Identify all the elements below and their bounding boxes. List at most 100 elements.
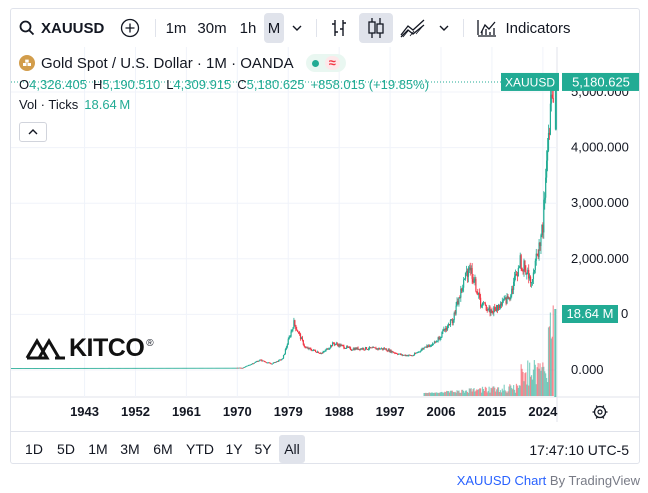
candle-body (185, 367, 187, 369)
candle-body (320, 352, 322, 354)
interval-1m[interactable]: 1m (165, 19, 187, 37)
high-value: 5,190.510 (102, 77, 161, 92)
candle-body (143, 367, 145, 369)
candle-body (161, 367, 163, 369)
symbol-search[interactable]: XAUUSD (19, 13, 104, 43)
range-all[interactable]: All (279, 435, 305, 463)
candle-body (365, 347, 368, 350)
candle-body (223, 367, 225, 369)
candle-body (494, 307, 496, 309)
candle-body (198, 367, 200, 369)
candle-body (442, 330, 444, 333)
interval-dropdown[interactable] (287, 13, 307, 43)
bar-style-button[interactable] (325, 13, 353, 43)
volume-bar (457, 391, 459, 396)
candle-body (196, 367, 198, 369)
candle-body (386, 350, 388, 352)
candle-body (55, 367, 57, 369)
candle-body (340, 344, 342, 347)
range-1y[interactable]: 1Y (225, 441, 243, 457)
candle-body (438, 337, 440, 340)
interval-month[interactable]: M (264, 13, 284, 43)
candle-body (473, 281, 475, 283)
candle-body (212, 367, 214, 369)
range-1d[interactable]: 1D (25, 441, 43, 457)
candle-body (310, 348, 312, 350)
candle-body (258, 360, 260, 362)
price-chart[interactable]: 5,000.0004,000.0003,000.0002,000.0000.00… (11, 9, 640, 464)
candle-body (274, 362, 276, 363)
candle-body (235, 367, 237, 369)
candle-body (392, 351, 394, 353)
candle-body (249, 364, 252, 366)
candle-body (219, 367, 221, 369)
volume-bar (450, 390, 452, 396)
volume-bar (445, 392, 447, 396)
add-compare-button[interactable] (115, 13, 145, 43)
range-1m[interactable]: 1M (88, 441, 108, 457)
volume-bar (434, 392, 436, 396)
candle-body (257, 361, 259, 362)
candle-body (471, 268, 473, 279)
candle-body (349, 347, 352, 350)
candle-body (425, 346, 427, 348)
volume-value: 18.64 M (84, 97, 131, 112)
candle-body (88, 367, 90, 369)
interval-30m[interactable]: 30m (197, 19, 227, 37)
range-ytd[interactable]: YTD (186, 441, 214, 457)
volume-axis-label: 0 (621, 306, 628, 321)
candle-body (449, 320, 452, 326)
collapse-legend-button[interactable] (19, 122, 47, 142)
candle-body (51, 368, 54, 369)
clock[interactable]: 17:47:10 UTC-5 (529, 442, 629, 458)
range-6m[interactable]: 6M (153, 441, 173, 457)
range-3m[interactable]: 3M (120, 441, 140, 457)
area-style-button[interactable] (397, 13, 429, 43)
volume-bar (550, 338, 552, 396)
candle-body (129, 367, 131, 369)
volume-bar (425, 392, 427, 396)
candle-body (378, 348, 380, 350)
volume-bar (454, 391, 456, 396)
candle-body (277, 361, 279, 362)
candle-body (248, 365, 250, 366)
candle-body (44, 368, 46, 369)
candle-body (541, 224, 543, 236)
candle-body (401, 354, 403, 356)
interval-1h[interactable]: 1h (239, 19, 257, 37)
candle-body (356, 347, 358, 350)
candle-body (514, 274, 517, 277)
candle-body (531, 279, 534, 283)
volume-bar (535, 384, 537, 396)
candle-body (15, 368, 17, 369)
candle-body (174, 367, 176, 369)
candle-body (165, 367, 168, 369)
candle-body (374, 347, 376, 349)
volume-bar (501, 388, 503, 396)
candle-body (244, 366, 246, 368)
candle-body (133, 367, 136, 369)
volume-bar (462, 389, 464, 396)
market-status-pill[interactable]: ≈ (305, 54, 346, 72)
candle-body (381, 348, 383, 350)
candle-body (338, 344, 340, 347)
candle-body (483, 302, 485, 304)
chart-link[interactable]: XAUUSD Chart (456, 473, 547, 488)
x-tick-label: 2015 (477, 404, 506, 419)
candles-button[interactable] (359, 13, 393, 43)
candle-body (455, 305, 457, 314)
candle-body (76, 367, 78, 369)
indicators-button[interactable]: Indicators (472, 13, 576, 43)
candle-body (163, 367, 165, 369)
candle-body (167, 367, 170, 369)
candle-body (394, 352, 396, 354)
range-5d[interactable]: 5D (57, 441, 75, 457)
kitco-logo: KITCO ® (25, 334, 154, 363)
candle-body (53, 368, 55, 369)
chart-style-dropdown[interactable] (434, 13, 454, 43)
candle-body (261, 359, 263, 362)
candle-body (66, 367, 68, 369)
range-5y[interactable]: 5Y (254, 441, 272, 457)
volume-bar (473, 388, 475, 396)
volume-bar (526, 384, 528, 396)
